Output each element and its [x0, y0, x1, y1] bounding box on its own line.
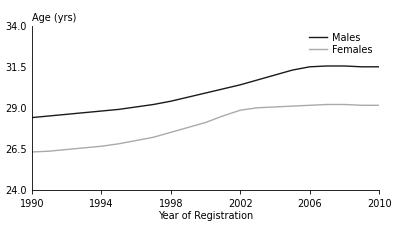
- Females: [325, 103, 330, 106]
- Males: [116, 108, 121, 111]
- Females: [290, 105, 295, 107]
- Line: Females: Females: [32, 104, 379, 152]
- Males: [221, 88, 225, 90]
- Females: [151, 136, 156, 139]
- Males: [151, 103, 156, 106]
- Females: [186, 126, 191, 129]
- Females: [273, 106, 278, 108]
- Females: [134, 139, 139, 142]
- Females: [168, 131, 173, 134]
- Males: [82, 111, 87, 114]
- Males: [342, 65, 347, 67]
- Males: [359, 65, 364, 68]
- Males: [134, 106, 139, 108]
- Females: [203, 121, 208, 124]
- Males: [377, 65, 382, 68]
- Males: [30, 116, 35, 119]
- Females: [255, 106, 260, 109]
- Females: [64, 148, 69, 151]
- Males: [290, 69, 295, 72]
- Males: [307, 65, 312, 68]
- X-axis label: Year of Registration: Year of Registration: [158, 211, 253, 222]
- Males: [99, 110, 104, 112]
- Females: [30, 151, 35, 153]
- Males: [273, 74, 278, 76]
- Males: [325, 65, 330, 67]
- Females: [47, 150, 52, 153]
- Text: Age (yrs): Age (yrs): [32, 12, 76, 22]
- Males: [255, 79, 260, 81]
- Females: [342, 103, 347, 106]
- Legend: Males, Females: Males, Females: [308, 31, 374, 57]
- Males: [168, 100, 173, 103]
- Males: [238, 84, 243, 86]
- Males: [203, 92, 208, 94]
- Males: [186, 96, 191, 99]
- Males: [47, 115, 52, 117]
- Females: [82, 146, 87, 149]
- Females: [238, 109, 243, 111]
- Females: [99, 145, 104, 148]
- Females: [359, 104, 364, 107]
- Females: [377, 104, 382, 107]
- Females: [307, 104, 312, 107]
- Line: Males: Males: [32, 66, 379, 118]
- Females: [116, 142, 121, 145]
- Females: [221, 115, 225, 117]
- Males: [64, 113, 69, 116]
